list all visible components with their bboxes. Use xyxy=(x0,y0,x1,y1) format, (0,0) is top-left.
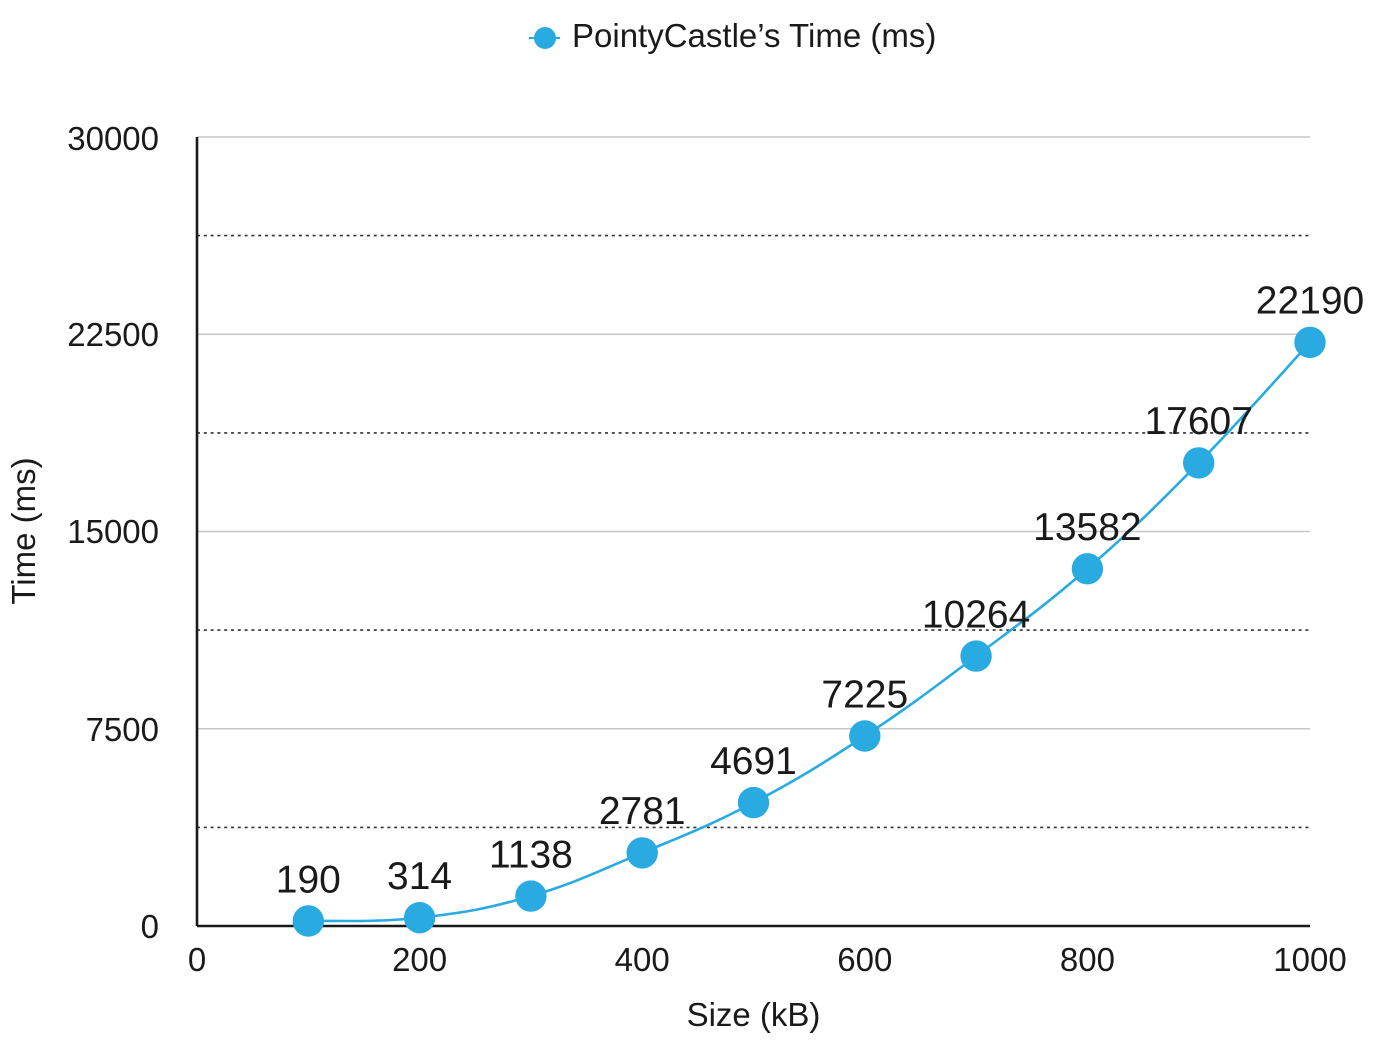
svg-text:22190: 22190 xyxy=(1256,280,1364,323)
svg-text:200: 200 xyxy=(392,941,447,978)
svg-text:Size (kB): Size (kB) xyxy=(687,996,821,1033)
svg-text:0: 0 xyxy=(141,908,159,945)
svg-text:800: 800 xyxy=(1060,941,1115,978)
svg-text:17607: 17607 xyxy=(1144,400,1252,443)
svg-text:400: 400 xyxy=(615,941,670,978)
svg-text:22500: 22500 xyxy=(67,316,159,353)
svg-text:600: 600 xyxy=(837,941,892,978)
svg-text:PointyCastle’s Time (ms): PointyCastle’s Time (ms) xyxy=(572,17,936,54)
svg-text:30000: 30000 xyxy=(67,120,159,157)
svg-text:1138: 1138 xyxy=(489,833,573,876)
svg-text:314: 314 xyxy=(387,855,452,898)
svg-text:190: 190 xyxy=(276,858,341,901)
svg-text:7500: 7500 xyxy=(86,711,159,748)
svg-text:7225: 7225 xyxy=(821,673,908,716)
svg-text:15000: 15000 xyxy=(67,513,159,550)
svg-text:13582: 13582 xyxy=(1033,506,1141,549)
svg-text:0: 0 xyxy=(188,941,206,978)
svg-text:10264: 10264 xyxy=(922,593,1030,636)
svg-text:2781: 2781 xyxy=(599,790,686,833)
svg-text:4691: 4691 xyxy=(710,740,797,783)
svg-text:1000: 1000 xyxy=(1273,941,1346,978)
svg-text:Time (ms): Time (ms) xyxy=(5,457,42,604)
